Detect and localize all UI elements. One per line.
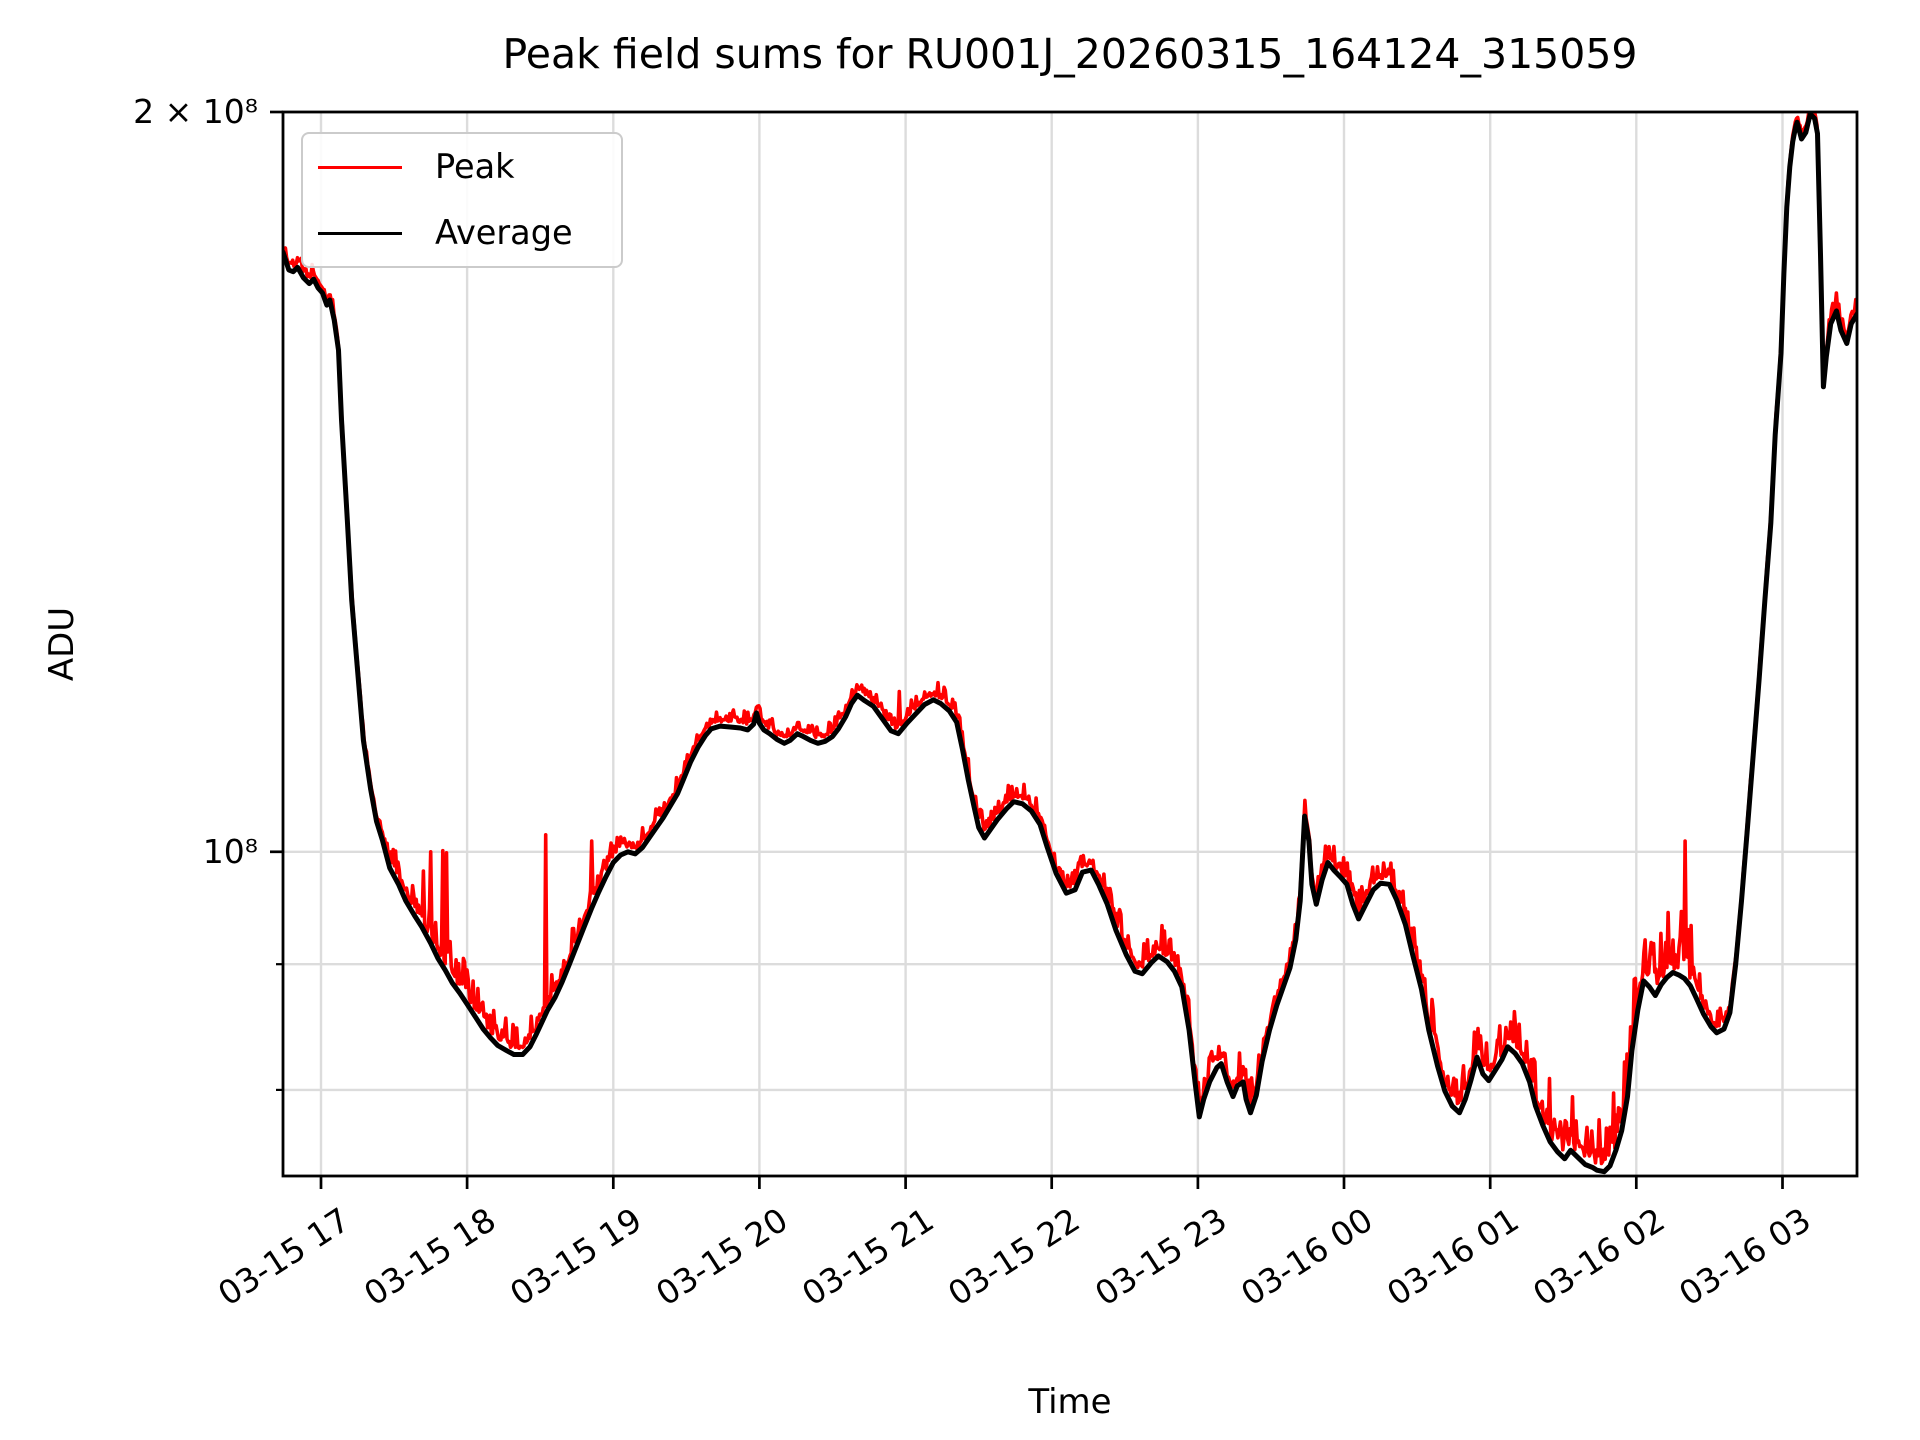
- x-axis-label: Time: [1028, 1382, 1112, 1422]
- y-tick-label-2e8: 2 × 10⁸: [133, 92, 258, 131]
- legend: Peak Average: [301, 132, 623, 268]
- legend-label-peak: Peak: [435, 147, 515, 186]
- peak-line-sample-icon: [318, 165, 402, 169]
- legend-label-average: Average: [435, 213, 573, 252]
- gridlines: [283, 112, 1857, 1176]
- y-axis-label: ADU: [42, 606, 82, 682]
- chart-title: Peak field sums for RU001J_20260315_1641…: [502, 30, 1638, 78]
- y-tick-label-1e8: 10⁸: [202, 832, 258, 871]
- legend-item-peak: Peak: [318, 149, 621, 185]
- peak-series-line: [283, 112, 1857, 1166]
- average-line-sample-icon: [318, 231, 402, 235]
- average-series-line: [283, 112, 1857, 1175]
- plot-spines: [281, 110, 1859, 1178]
- axis-ticks: [270, 110, 1784, 1189]
- legend-item-average: Average: [318, 215, 621, 251]
